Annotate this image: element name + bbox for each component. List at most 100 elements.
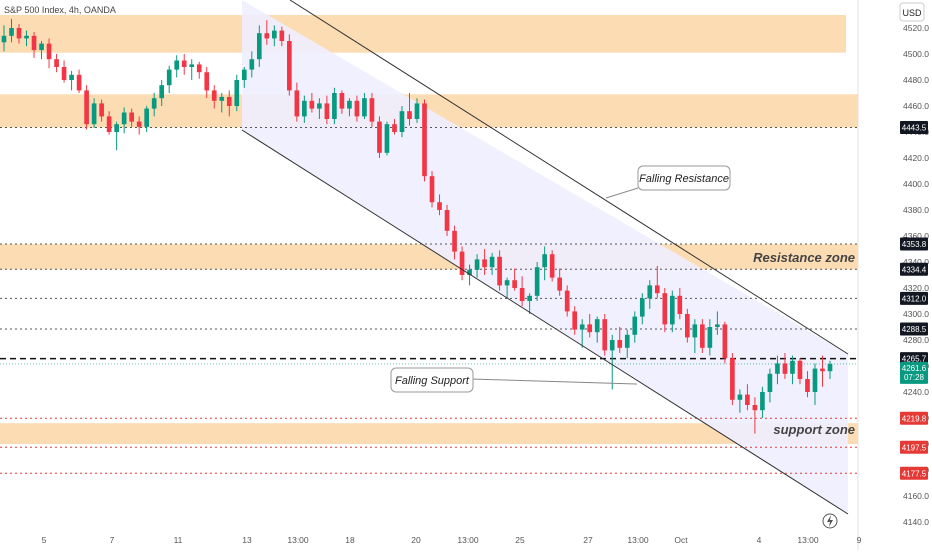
price-label[interactable]: 4353.8 <box>900 237 928 251</box>
currency-button[interactable]: USD <box>899 2 925 22</box>
candle[interactable] <box>279 26 285 47</box>
candle[interactable] <box>271 25 277 47</box>
candle[interactable] <box>196 61 202 79</box>
price-label[interactable]: 4312.0 <box>900 291 928 305</box>
candle[interactable] <box>602 314 608 356</box>
candle[interactable] <box>384 121 390 156</box>
candle[interactable] <box>174 55 180 78</box>
candle[interactable] <box>264 20 270 45</box>
candle[interactable] <box>226 90 232 117</box>
lightning-icon[interactable] <box>822 513 838 529</box>
candle[interactable] <box>467 264 472 286</box>
candle[interactable] <box>737 389 743 413</box>
candle[interactable] <box>677 288 683 320</box>
candle[interactable] <box>662 288 668 333</box>
candle[interactable] <box>820 355 825 387</box>
candle[interactable] <box>54 54 59 73</box>
candle[interactable] <box>219 93 225 113</box>
candle[interactable] <box>114 121 119 151</box>
candle[interactable] <box>189 59 195 80</box>
last-price-label[interactable]: 4261.607:28 <box>900 361 928 384</box>
candle[interactable] <box>444 204 450 236</box>
candle[interactable] <box>745 384 750 411</box>
candle[interactable] <box>489 252 495 275</box>
candle[interactable] <box>99 99 104 122</box>
candle[interactable] <box>527 293 532 314</box>
candle[interactable] <box>474 254 480 278</box>
candle[interactable] <box>339 90 345 114</box>
candle[interactable] <box>534 262 540 301</box>
candle[interactable] <box>121 107 127 134</box>
candle[interactable] <box>579 319 585 348</box>
falling-resistance-line[interactable] <box>289 0 849 355</box>
candle[interactable] <box>684 308 690 343</box>
candle[interactable] <box>669 290 675 333</box>
candle[interactable] <box>234 74 240 112</box>
candle[interactable] <box>31 31 37 58</box>
candle[interactable] <box>347 98 352 117</box>
candle[interactable] <box>392 119 397 135</box>
candle[interactable] <box>144 106 150 132</box>
candle[interactable] <box>594 316 600 343</box>
candle[interactable] <box>414 98 420 123</box>
candle[interactable] <box>437 194 442 216</box>
candle[interactable] <box>654 265 660 299</box>
candle[interactable] <box>639 293 645 325</box>
candle[interactable] <box>106 111 112 135</box>
candle[interactable] <box>16 24 22 44</box>
candle[interactable] <box>91 98 97 129</box>
candle[interactable] <box>61 60 67 83</box>
candle[interactable] <box>151 93 157 117</box>
price-label[interactable]: 4177.5 <box>900 466 928 480</box>
candle[interactable] <box>24 30 29 47</box>
falling-resistance-callout[interactable]: Falling Resistance <box>605 165 731 199</box>
candle[interactable] <box>790 355 795 385</box>
zone-3[interactable] <box>0 423 858 444</box>
candle[interactable] <box>587 314 593 338</box>
candle[interactable] <box>707 319 713 356</box>
price-label[interactable]: 4219.8 <box>900 411 928 425</box>
candle[interactable] <box>760 386 765 418</box>
candle[interactable] <box>332 87 337 125</box>
candle[interactable] <box>166 65 172 93</box>
candle[interactable] <box>647 280 653 309</box>
price-label[interactable]: 4288.5 <box>900 322 928 336</box>
price-label[interactable]: 4443.5 <box>900 120 928 134</box>
candle[interactable] <box>482 249 487 275</box>
candle[interactable] <box>76 69 82 93</box>
candle[interactable] <box>287 34 292 96</box>
candle[interactable] <box>617 327 623 353</box>
candle[interactable] <box>362 93 367 119</box>
candle[interactable] <box>519 276 525 307</box>
candle[interactable] <box>797 358 803 385</box>
candle[interactable] <box>39 41 44 60</box>
candle[interactable] <box>309 93 315 113</box>
candle[interactable] <box>159 80 165 106</box>
candle[interactable] <box>767 368 773 403</box>
candle[interactable] <box>452 225 457 260</box>
candle[interactable] <box>775 355 780 385</box>
candle[interactable] <box>752 397 758 434</box>
candle[interactable] <box>782 353 788 379</box>
candle[interactable] <box>294 82 300 122</box>
candle[interactable] <box>84 85 89 130</box>
candle[interactable] <box>46 38 52 69</box>
candle[interactable] <box>542 246 547 281</box>
candle[interactable] <box>429 171 435 208</box>
candle[interactable] <box>354 95 360 122</box>
candle[interactable] <box>324 95 330 125</box>
candle[interactable] <box>609 334 615 390</box>
candle[interactable] <box>211 85 217 109</box>
candle[interactable] <box>407 93 412 126</box>
candle[interactable] <box>129 108 134 127</box>
candle[interactable] <box>700 319 705 353</box>
candle[interactable] <box>399 106 405 138</box>
candle[interactable] <box>302 95 307 123</box>
candle[interactable] <box>572 306 578 335</box>
falling-support-line[interactable] <box>241 129 849 515</box>
candle[interactable] <box>504 277 510 299</box>
candle[interactable] <box>827 360 833 379</box>
candle[interactable] <box>241 67 247 88</box>
candle[interactable] <box>692 319 698 353</box>
